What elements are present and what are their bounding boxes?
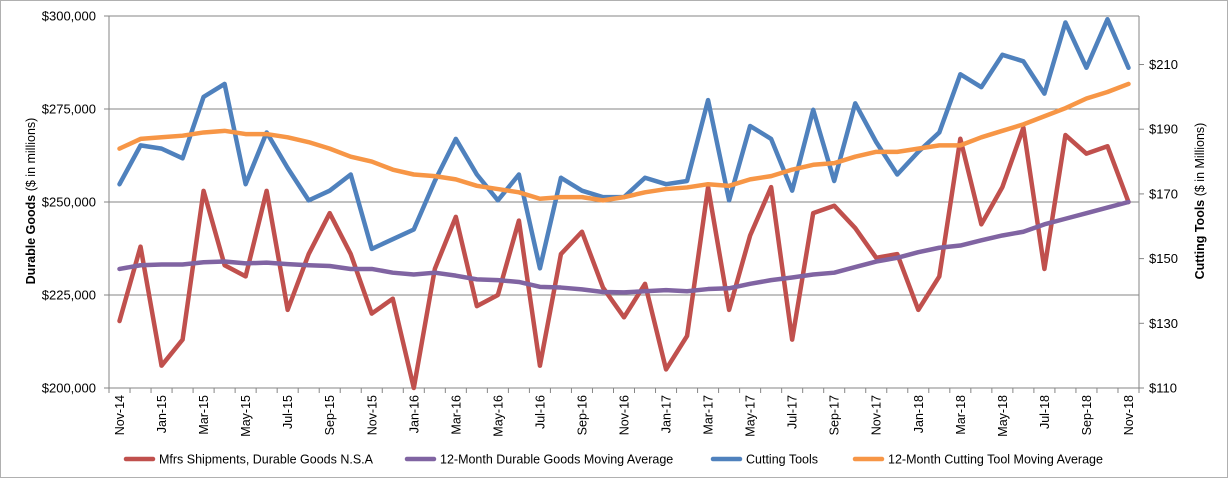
left-tick-label: $300,000 xyxy=(42,9,96,24)
right-tick-label: $110 xyxy=(1149,381,1177,396)
right-tick-label: $210 xyxy=(1149,57,1178,72)
x-tick-label: Sep-16 xyxy=(575,395,589,435)
x-tick-label: Mar-18 xyxy=(954,395,968,435)
right-tick-label: $130 xyxy=(1149,316,1178,331)
series-lines xyxy=(117,16,1131,391)
x-tick-label: Jan-18 xyxy=(912,395,926,433)
x-tick-label: May-18 xyxy=(996,395,1010,437)
right-tick-label: $150 xyxy=(1149,251,1178,266)
legend-label: 12-Month Durable Goods Moving Average xyxy=(440,453,673,467)
x-tick-label: Jul-18 xyxy=(1038,395,1052,429)
left-tick-label: $275,000 xyxy=(42,102,96,117)
x-tick-label: Jan-16 xyxy=(407,395,421,433)
x-tick-label: Jul-15 xyxy=(281,395,295,429)
left-tick-label: $225,000 xyxy=(42,288,96,303)
x-tick-label: May-16 xyxy=(491,395,505,437)
x-tick-label: Jan-17 xyxy=(660,395,674,433)
x-tick-label: Jan-15 xyxy=(155,395,169,433)
x-tick-label: Sep-18 xyxy=(1080,395,1094,435)
series-line-1 xyxy=(117,199,1131,295)
series-line-0 xyxy=(117,125,1131,391)
right-y-axis-title: Cutting Tools ($ in Millions) xyxy=(1193,123,1207,280)
x-tick-label: Jul-17 xyxy=(786,395,800,429)
x-tick-label: Nov-16 xyxy=(618,395,632,435)
x-tick-label: Nov-14 xyxy=(113,395,127,435)
legend-label: Mfrs Shipments, Durable Goods N.S.A xyxy=(159,453,374,467)
x-tick-label: Nov-17 xyxy=(870,395,884,435)
x-axis-ticks: Nov-14 Jan-15 Mar-15 May-15 Jul-15 Sep-15 Nov-… xyxy=(108,388,1140,437)
left-y-axis-title: Durable Goods ($ in millions) xyxy=(24,118,38,285)
x-tick-label: Jul-16 xyxy=(533,395,547,429)
x-tick-label: Nov-15 xyxy=(365,395,379,435)
right-y-axis-ticks: $110 $130 $150 $170 $190 $210 xyxy=(1139,57,1178,396)
x-tick-label: May-15 xyxy=(239,395,253,437)
series-line-3 xyxy=(117,81,1131,203)
x-tick-label: Mar-16 xyxy=(449,395,463,435)
left-y-axis-ticks: $200,000 $225,000 $250,000 $275,000 $300,000 xyxy=(42,9,109,396)
right-tick-label: $190 xyxy=(1149,122,1178,137)
x-tick-label: Mar-17 xyxy=(702,395,716,435)
legend-label: Cutting Tools xyxy=(746,453,818,467)
x-tick-label: Sep-15 xyxy=(323,395,337,435)
legend: Mfrs Shipments, Durable Goods N.S.A 12-Mo… xyxy=(123,453,1103,467)
left-tick-label: $250,000 xyxy=(42,195,96,210)
x-tick-label: May-17 xyxy=(744,395,758,437)
right-tick-label: $170 xyxy=(1149,186,1178,201)
left-tick-label: $200,000 xyxy=(42,381,96,396)
legend-label: 12-Month Cutting Tool Moving Average xyxy=(888,453,1103,467)
x-tick-label: Nov-18 xyxy=(1122,395,1136,435)
x-tick-label: Sep-17 xyxy=(828,395,842,435)
series-line-2 xyxy=(117,16,1131,271)
x-tick-label: Mar-15 xyxy=(197,395,211,435)
